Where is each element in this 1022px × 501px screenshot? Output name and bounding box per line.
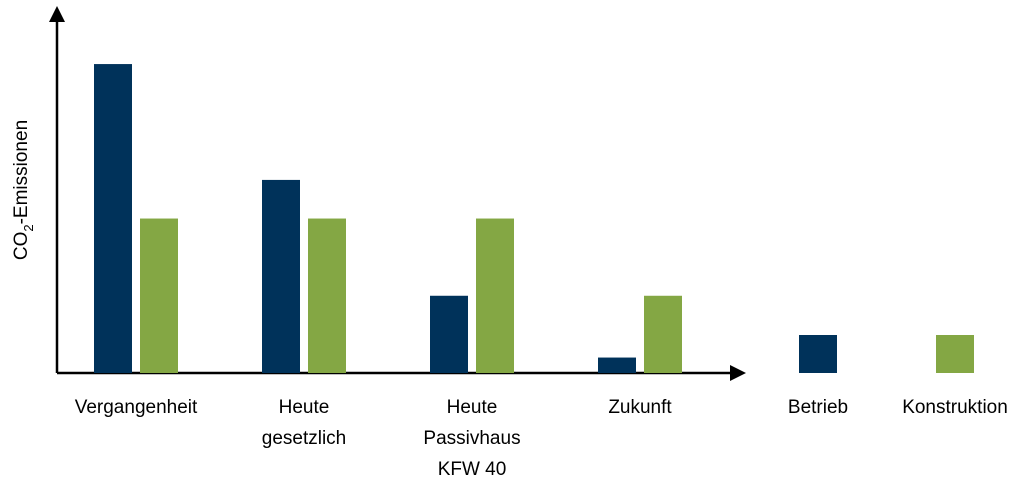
bar [644, 295, 682, 373]
legend-label: Betrieb [787, 397, 849, 418]
legend-swatch [799, 335, 837, 373]
legend-label: Konstruktion [902, 397, 1008, 418]
bar [308, 218, 346, 373]
y-label-part: -Emissionen [11, 120, 32, 225]
x-tick-label: Heute Passivhaus KFW 40 [423, 397, 521, 480]
x-axis-arrow [730, 365, 746, 381]
x-tick-label: Vergangenheit [74, 397, 198, 418]
bar [140, 218, 178, 373]
x-tick-label: Heute gesetzlich [261, 397, 347, 449]
y-axis-label: CO2-Emissionen [11, 120, 36, 260]
bar [430, 295, 468, 373]
x-tick-label: Zukunft [608, 397, 672, 418]
legend-swatch [936, 335, 974, 373]
bar [94, 64, 132, 373]
bar [262, 179, 300, 373]
y-axis-arrow [49, 6, 65, 22]
bar [598, 357, 636, 373]
y-label-part: CO [11, 232, 32, 261]
y-label-sub: 2 [21, 224, 36, 231]
bar [476, 218, 514, 373]
